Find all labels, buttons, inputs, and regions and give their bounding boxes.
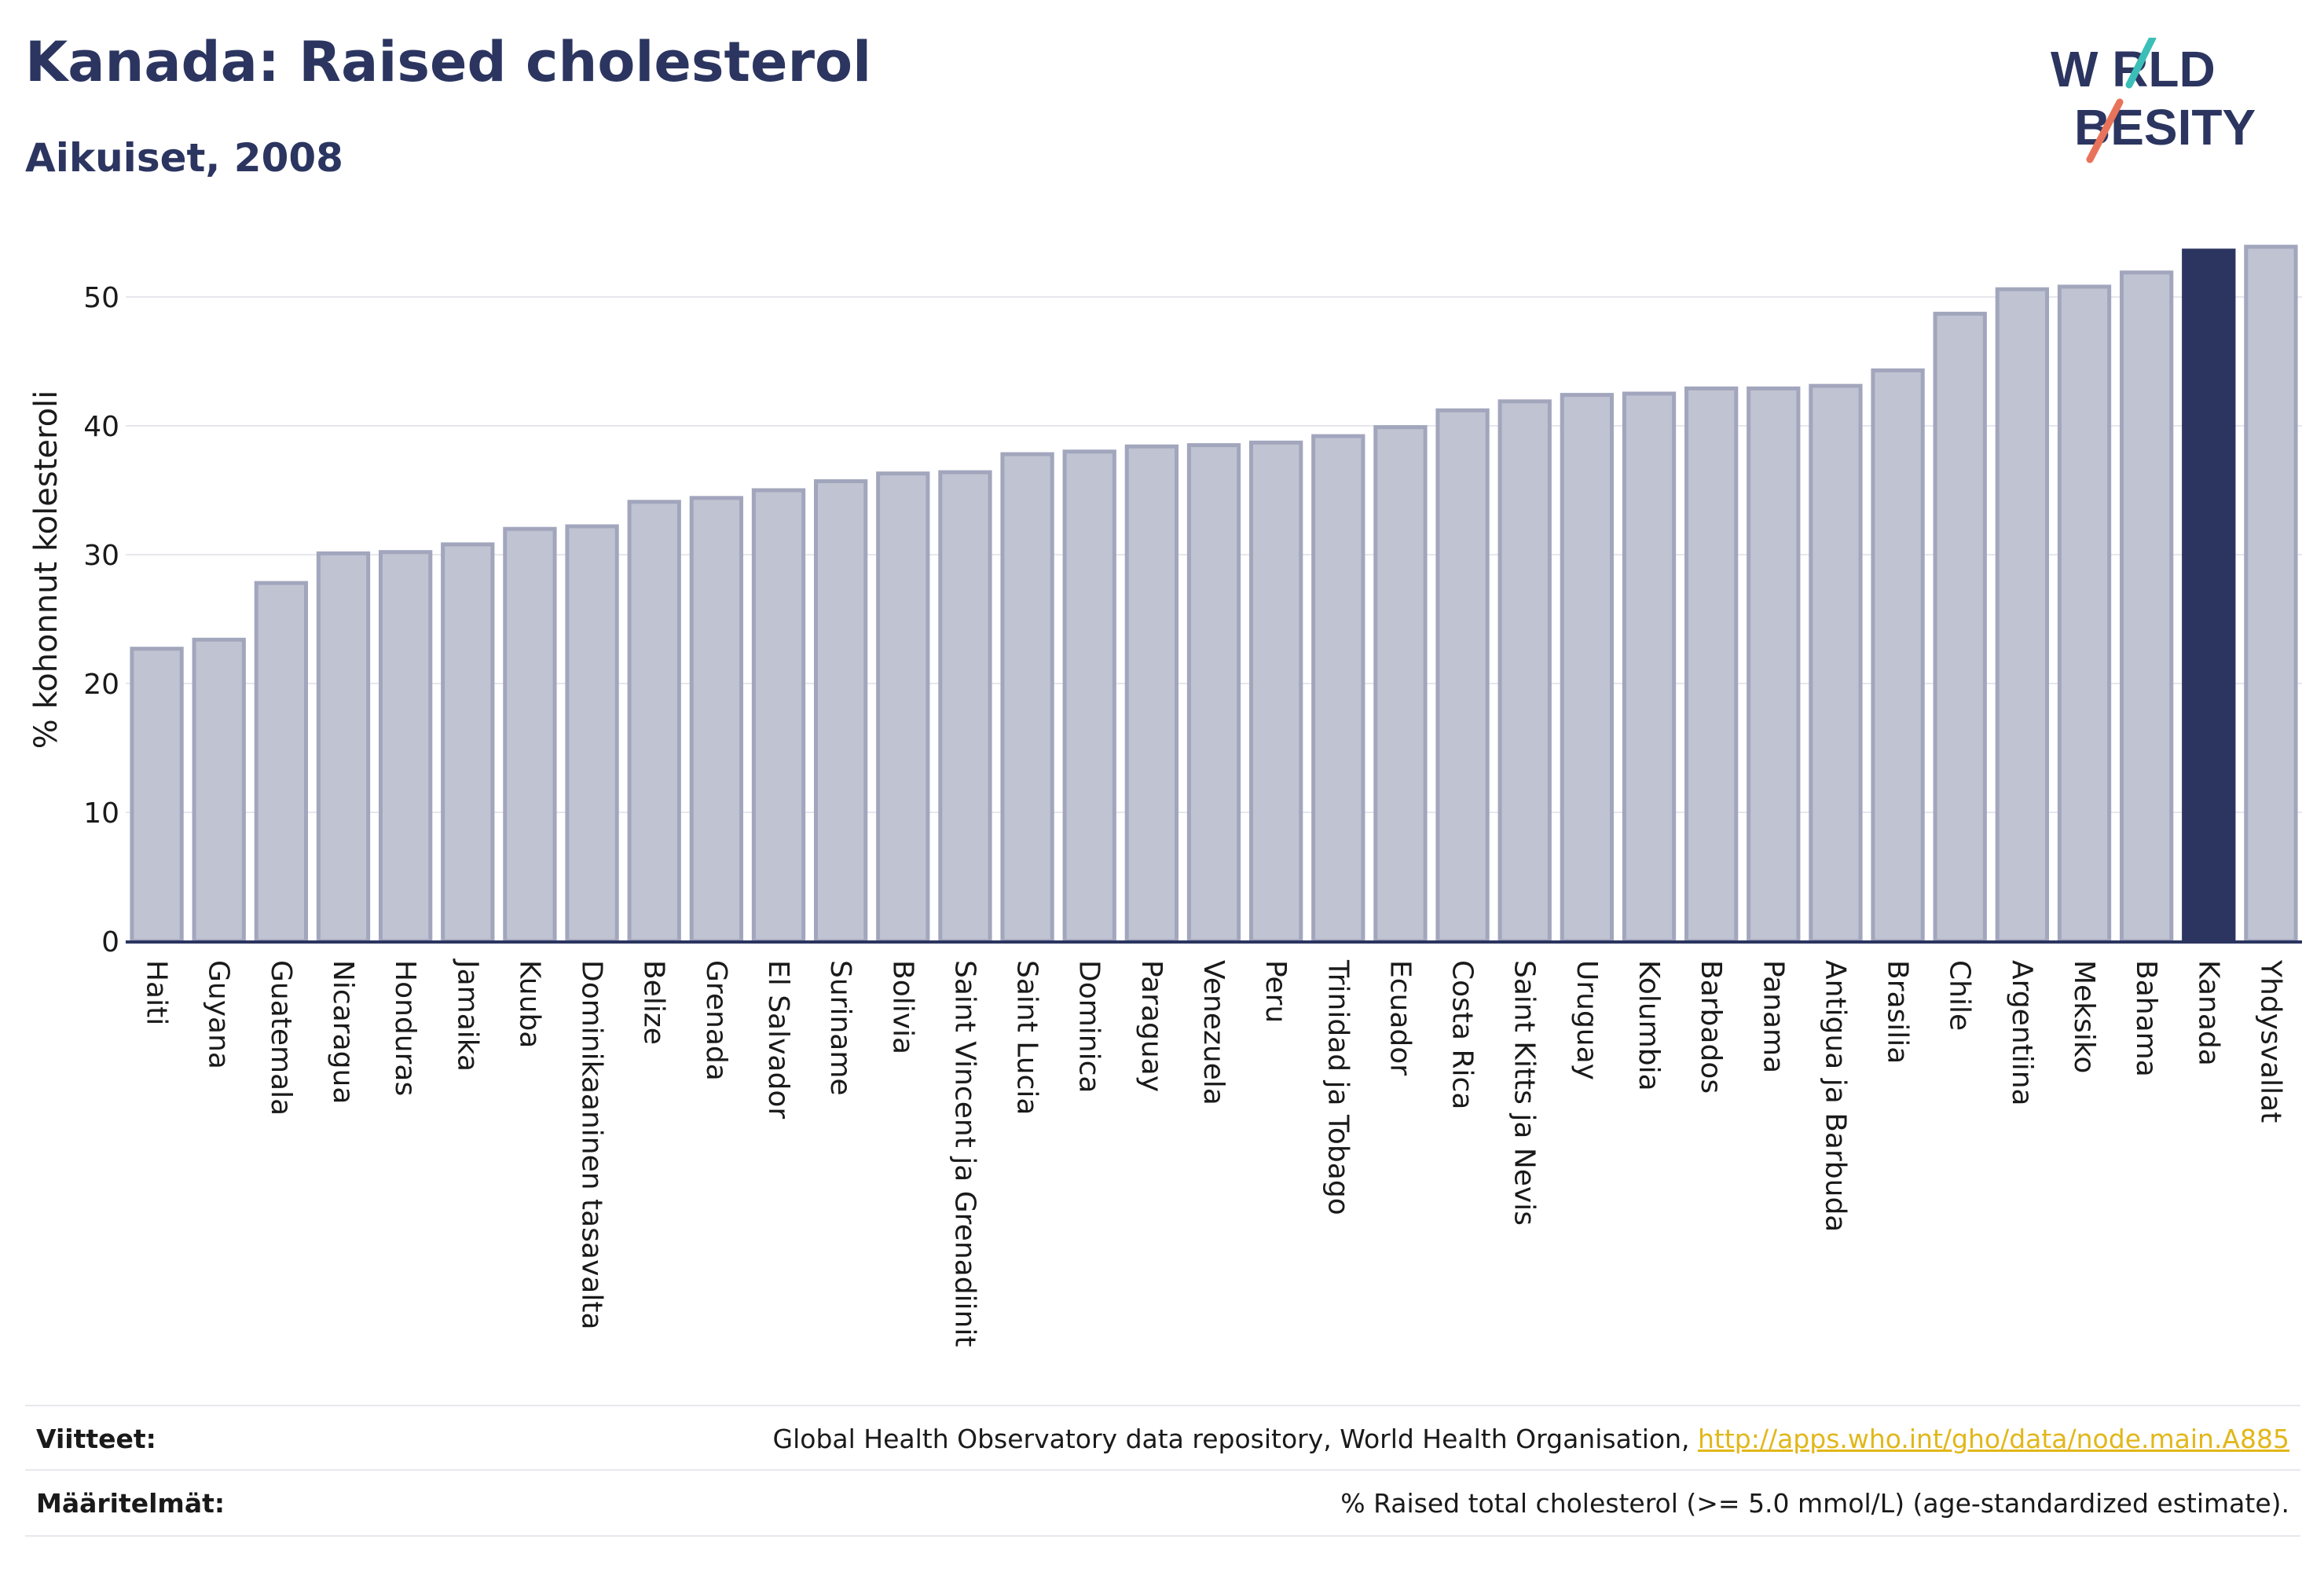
x-tick-label: Honduras [389, 960, 421, 1096]
footer-sources-text: Global Health Observatory data repositor… [772, 1424, 1698, 1454]
bar-bolivia[interactable] [876, 471, 930, 944]
x-tick-label: Meksiko [2068, 960, 2100, 1073]
bar-chart: 0 10 20 30 40 50 Haiti Guyana Guatemala Nicaragu… [28, 244, 2302, 1347]
x-tick-label: Belize [638, 960, 670, 1045]
logo-slash-top [2125, 38, 2157, 89]
x-tick-label: Ecuador [1384, 960, 1416, 1076]
bar-antigua-ja-barbuda[interactable] [1809, 383, 1863, 944]
footer-sources-row: Viitteet: Global Health Observatory data… [25, 1405, 2300, 1471]
bar-peru[interactable] [1248, 440, 1303, 944]
logo-slash-bottom [2086, 98, 2124, 163]
chart-subtitle: Aikuiset, 2008 [25, 135, 343, 181]
bar-ecuador[interactable] [1373, 425, 1428, 944]
footer-divider [25, 1535, 2300, 1537]
bar-honduras[interactable] [378, 550, 433, 944]
x-tick-label: Barbados [1695, 960, 1727, 1094]
footer-sources-link[interactable]: http://apps.who.int/gho/data/node.main.A… [1697, 1424, 2289, 1454]
x-tick-label: Grenada [700, 960, 732, 1081]
bars [130, 244, 2298, 944]
y-tick-label: 10 [83, 797, 119, 830]
x-tick-label: Suriname [824, 960, 856, 1096]
x-tick-label: Nicaragua [327, 960, 359, 1104]
x-tick-label: Yhdysvallat [2254, 959, 2286, 1123]
bar-bahama[interactable] [2119, 270, 2174, 944]
x-tick-label: Saint Lucia [1011, 960, 1043, 1115]
x-tick-label: Costa Rica [1446, 960, 1479, 1109]
bar-haiti[interactable] [130, 647, 184, 944]
logo-line1: W RLD [2051, 41, 2216, 97]
x-tick-label: Peru [1259, 960, 1292, 1023]
bar-saint-kitts-ja-nevis[interactable] [1497, 399, 1552, 944]
bar-belize[interactable] [627, 500, 681, 944]
x-tick-label: Chile [1944, 960, 1976, 1031]
x-tick-label: Antigua ja Barbuda [1819, 960, 1851, 1232]
footer-definitions-label: Määritelmät: [36, 1488, 225, 1519]
footer-definitions-value: % Raised total cholesterol (>= 5.0 mmol/… [1340, 1488, 2289, 1519]
x-tick-label: Panama [1757, 960, 1789, 1073]
bar-trinidad-ja-tobago[interactable] [1311, 434, 1365, 944]
bar-yhdysvallat[interactable] [2244, 244, 2298, 944]
x-tick-label: Kuuba [513, 960, 545, 1048]
bar-kuuba[interactable] [503, 526, 557, 944]
x-tick-label: Dominikaaninen tasavalta [576, 960, 608, 1330]
bar-jamaika[interactable] [441, 542, 495, 944]
bar-saint-lucia[interactable] [1000, 452, 1054, 944]
bar-dominikaaninen-tasavalta[interactable] [565, 524, 619, 944]
x-tick-label: El Salvador [762, 960, 794, 1119]
x-tick-label: Venezuela [1197, 960, 1230, 1105]
x-axis-labels: Haiti Guyana Guatemala Nicaragua Honduras Jam… [141, 958, 2287, 1347]
y-axis-ticks: 0 10 20 30 40 50 [83, 282, 119, 958]
bar-argentiina[interactable] [1995, 287, 2050, 944]
world-obesity-logo[interactable]: W RLD BESITY [2051, 38, 2310, 163]
y-tick-label: 0 [101, 926, 119, 958]
x-tick-label: Brasilia [1882, 960, 1914, 1064]
bar-meksiko[interactable] [2057, 284, 2112, 944]
bar-kolumbia[interactable] [1622, 391, 1677, 944]
x-tick-label: Argentiina [2006, 960, 2038, 1106]
x-tick-label: Kolumbia [1633, 960, 1665, 1091]
bar-uruguay[interactable] [1560, 393, 1615, 944]
y-tick-label: 30 [83, 540, 119, 572]
bar-suriname[interactable] [813, 479, 868, 944]
x-tick-label: Paraguay [1135, 960, 1167, 1092]
x-tick-label: Guyana [203, 960, 235, 1069]
bar-dominica[interactable] [1062, 449, 1116, 944]
bar-guatemala[interactable] [254, 581, 309, 944]
bar-chile[interactable] [1933, 311, 1987, 944]
x-tick-label: Bahama [2130, 960, 2162, 1077]
bar-el-salvador[interactable] [751, 488, 806, 944]
y-axis-label: % kohonnut kolesteroli [28, 390, 64, 750]
x-tick-label: Uruguay [1571, 960, 1603, 1080]
bar-grenada[interactable] [689, 496, 744, 944]
chart-title: Kanada: Raised cholesterol [25, 30, 872, 94]
bar-brasilia[interactable] [1871, 368, 1925, 944]
bar-paraguay[interactable] [1124, 444, 1179, 944]
y-tick-label: 50 [83, 282, 119, 314]
footer-sources-value: Global Health Observatory data repositor… [773, 1424, 2289, 1454]
x-tick-label: Saint Vincent ja Grenadiinit [948, 960, 981, 1347]
x-tick-label: Trinidad ja Tobago [1321, 959, 1354, 1215]
bar-kanada[interactable] [2182, 248, 2236, 944]
bar-panama[interactable] [1747, 386, 1801, 944]
y-tick-label: 20 [83, 669, 119, 701]
x-tick-label: Saint Kitts ja Nevis [1508, 960, 1541, 1226]
bar-guyana[interactable] [192, 637, 246, 944]
x-tick-label: Guatemala [265, 960, 297, 1116]
y-tick-label: 40 [83, 411, 119, 443]
bar-venezuela[interactable] [1186, 443, 1241, 944]
x-tick-label: Bolivia [886, 960, 918, 1054]
x-tick-label: Kanada [2192, 960, 2224, 1066]
bar-costa-rica[interactable] [1435, 408, 1490, 944]
footer-sources-label: Viitteet: [36, 1424, 156, 1454]
x-tick-label: Jamaika [451, 958, 483, 1072]
bar-nicaragua[interactable] [316, 551, 371, 944]
x-tick-label: Haiti [141, 960, 173, 1025]
footer-definitions-row: Määritelmät: % Raised total cholesterol … [25, 1469, 2300, 1535]
bar-barbados[interactable] [1684, 386, 1739, 944]
x-tick-label: Dominica [1073, 960, 1105, 1094]
bar-saint-vincent-ja-grenadiinit[interactable] [938, 470, 992, 944]
